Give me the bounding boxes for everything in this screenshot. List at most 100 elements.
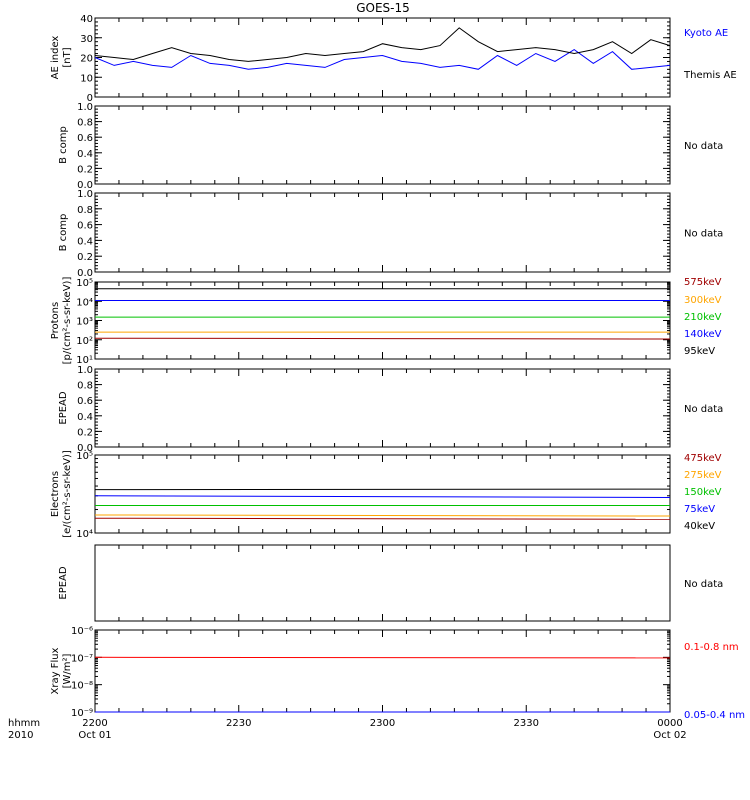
y-tick-label: 0.0 [77, 443, 93, 454]
y-tick-label: 10⁻⁸ [71, 681, 93, 692]
panel-frame [94, 368, 671, 448]
y-tick-label: 0.6 [77, 133, 93, 144]
y-tick-label: 0.2 [77, 427, 93, 438]
date-tick-label: Oct 01 [78, 730, 111, 741]
panel-b1: 0.0 0.2 0.4 0.6 0.8 1.0 B comp No data [58, 102, 723, 191]
y-tick-label: 0.0 [77, 180, 93, 191]
panel-epead1: 0.0 0.2 0.4 0.6 0.8 1.0 EPEAD No data [58, 365, 723, 454]
panel-epead2: EPEAD No data [58, 544, 723, 622]
plot-title: GOES-15 [356, 1, 410, 15]
panel-frame [94, 629, 671, 713]
panel-frame [94, 192, 671, 273]
y-tick-label: 30 [80, 34, 93, 45]
y-axis-label: Protons [50, 302, 61, 339]
y-tick-label: 0 [87, 93, 93, 104]
y-tick-label: 0.2 [77, 164, 93, 175]
series-line-475kev [94, 517, 671, 520]
time-axis-row2-label: 2010 [8, 730, 33, 741]
y-tick-label: 10¹ [76, 355, 93, 366]
y-tick-label: 1.0 [77, 102, 93, 113]
legend-entry: 0.1-0.8 nm [684, 642, 739, 653]
y-tick-label: 40 [80, 14, 93, 25]
y-tick-label: 10⁴ [76, 297, 93, 308]
panel-frame [94, 454, 671, 534]
y-axis-label: [nT] [62, 47, 73, 67]
series-line-275kev [94, 514, 671, 517]
y-tick-label: 20 [80, 54, 93, 65]
y-tick-label: 0.6 [77, 396, 93, 407]
y-axis-label: [p/(cm²-s-sr-keV)] [62, 277, 73, 365]
time-tick-label: 2330 [514, 718, 539, 729]
y-tick-label: 10⁴ [76, 529, 93, 540]
y-tick-label: 10⁵ [76, 451, 93, 462]
panel-frame [94, 105, 671, 185]
time-tick-label: 2230 [226, 718, 251, 729]
legend-entry: 95keV [684, 346, 715, 357]
y-tick-label: 1.0 [77, 365, 93, 376]
legend-entry: Kyoto AE [684, 28, 728, 39]
y-axis-label: [W/m²] [62, 653, 73, 688]
y-tick-label: 10⁻⁹ [71, 708, 93, 719]
y-axis-label: Electrons [50, 471, 61, 517]
panel-ae: 0 10 20 30 40 AE index [nT] Kyoto AE Themis AE [50, 14, 737, 104]
legend-entry: 40keV [684, 521, 715, 532]
time-tick-label: 0000 [657, 718, 682, 729]
legend-entry: 150keV [684, 487, 722, 498]
legend-entry: 275keV [684, 470, 722, 481]
y-tick-label: 0.8 [77, 205, 93, 216]
legend-entry: 575keV [684, 277, 722, 288]
series-line-75kev [94, 495, 671, 498]
y-axis-label: EPEAD [58, 391, 69, 425]
y-tick-label: 0.0 [77, 268, 93, 279]
legend-entry: 210keV [684, 312, 722, 323]
panel-b2: 0.0 0.2 0.4 0.6 0.8 1.0 B comp No data [58, 189, 723, 279]
series-line-kyoto-ae [94, 48, 671, 70]
y-axis-label: [e/(cm²-s-sr-keV)] [62, 450, 73, 538]
y-axis-label: B comp [58, 214, 69, 252]
y-tick-label: 10² [76, 336, 93, 347]
y-tick-label: 10⁵ [76, 278, 93, 289]
series-line-40kev [94, 488, 671, 491]
y-tick-label: 0.2 [77, 252, 93, 263]
y-axis-label: AE index [50, 36, 61, 80]
y-tick-label: 10⁻⁶ [71, 626, 93, 637]
no-data-label: No data [684, 579, 723, 590]
legend-entry: 300keV [684, 295, 722, 306]
y-tick-label: 0.8 [77, 381, 93, 392]
series-line-575kev [94, 337, 671, 340]
series-line-themis-ae [94, 27, 671, 62]
time-tick-label: 2200 [82, 718, 107, 729]
y-tick-label: 10³ [76, 317, 93, 328]
no-data-label: No data [684, 141, 723, 152]
panels: 0 10 20 30 40 AE index [nT] Kyoto AE Themis AE 0.… [50, 14, 745, 721]
panel-electrons: 10⁴ 10⁵ Electrons [e/(cm²-s-sr-keV)] 475keV 2… [50, 450, 722, 540]
legend-entry: 75keV [684, 504, 715, 515]
y-tick-label: 10 [80, 73, 93, 84]
y-axis-label: B comp [58, 126, 69, 164]
time-tick-label: 2300 [370, 718, 395, 729]
panel-protons: 10¹ 10² 10³ 10⁴ 10⁵ Protons [p/(cm²-s-sr-keV)]… [50, 277, 722, 366]
legend-entry: 0.05-0.4 nm [684, 710, 745, 721]
panel-frame [94, 17, 671, 98]
panel-frame [94, 281, 671, 360]
legend-entry: 140keV [684, 329, 722, 340]
panel-xray: 10⁻⁹ 10⁻⁸ 10⁻⁷ 10⁻⁶ Xray Flux [W/m²] 0.1-0.8 n… [50, 626, 745, 721]
y-tick-label: 0.8 [77, 118, 93, 129]
time-axis-row1-label: hhmm [8, 718, 40, 729]
y-tick-label: 1.0 [77, 189, 93, 200]
legend-entry: Themis AE [683, 70, 737, 81]
y-tick-label: 0.4 [77, 412, 93, 423]
y-tick-label: 0.6 [77, 221, 93, 232]
legend-entry: 475keV [684, 453, 722, 464]
no-data-label: No data [684, 229, 723, 240]
no-data-label: No data [684, 404, 723, 415]
y-tick-label: 10⁻⁷ [71, 653, 93, 664]
date-tick-label: Oct 02 [653, 730, 686, 741]
y-tick-label: 0.4 [77, 236, 93, 247]
series-line-0-1-0-8-nm [94, 656, 671, 659]
y-axis-label: Xray Flux [50, 647, 61, 694]
y-tick-label: 0.4 [77, 149, 93, 160]
panel-frame [94, 544, 671, 622]
